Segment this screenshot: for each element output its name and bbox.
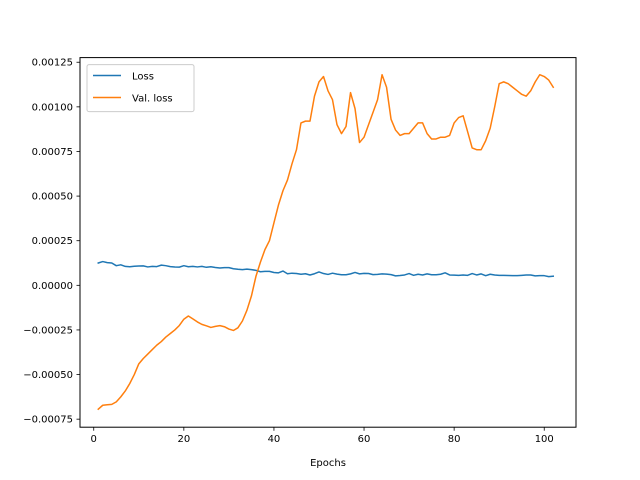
y-tick-label: −0.00025 [23, 325, 73, 336]
x-tick-label: 20 [177, 434, 190, 445]
x-tick-label: 0 [91, 434, 97, 445]
y-tick-label: −0.00075 [23, 415, 73, 426]
x-tick-label: 40 [268, 434, 281, 445]
y-tick-label: 0.00100 [32, 102, 73, 113]
y-tick-label: 0.00125 [32, 58, 73, 69]
plot-area [79, 57, 577, 428]
series-line-val-loss [97, 73, 555, 411]
legend-box [86, 64, 195, 113]
y-tick-label: 0.00000 [32, 281, 73, 292]
x-tick-label: 100 [535, 434, 554, 445]
y-tick-label: 0.00025 [32, 236, 73, 247]
y-tick-label: −0.00050 [23, 370, 73, 381]
x-axis: 0 20 40 60 80 100 [91, 427, 554, 445]
x-tick-label: 80 [448, 434, 461, 445]
series-group [97, 73, 555, 411]
y-axis: −0.00075 −0.00050 −0.00025 0.00000 0.00025 0.… [23, 58, 80, 426]
y-tick-label: 0.00050 [32, 192, 73, 203]
legend: Loss Val. loss [86, 64, 195, 113]
legend-label: Loss [132, 72, 154, 83]
series-line-loss [97, 260, 555, 278]
x-tick-label: 60 [358, 434, 371, 445]
legend-label: Val. loss [132, 94, 173, 105]
x-axis-label: Epochs [310, 458, 346, 469]
y-tick-label: 0.00075 [32, 147, 73, 158]
axes-frame [79, 57, 577, 428]
